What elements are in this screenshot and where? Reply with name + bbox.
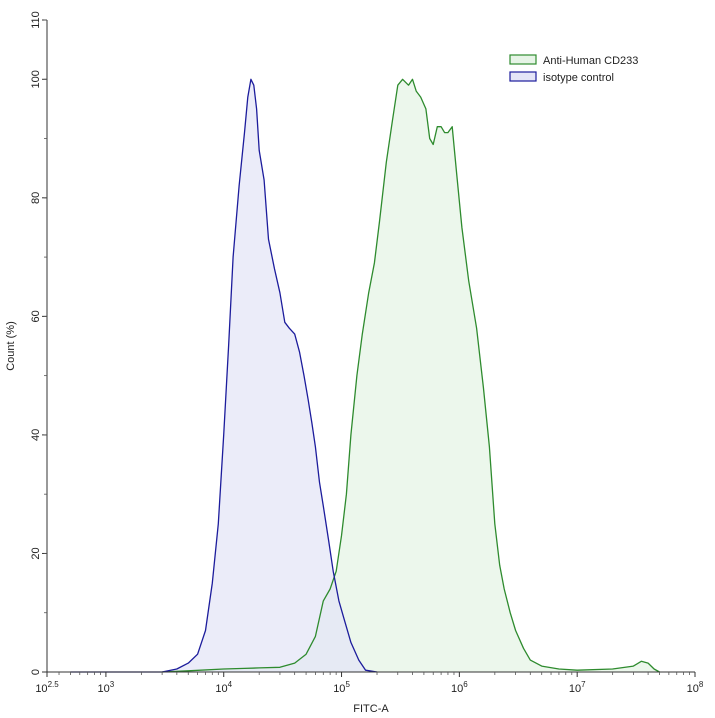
y-tick-label: 0 [30,669,42,675]
y-axis-title: Count (%) [5,321,17,371]
x-tick-label: 105 [333,680,350,695]
y-axis-ticks: 0 20 40 60 80 100 110 [30,11,47,675]
series-fill-1 [70,79,378,673]
y-tick-label: 110 [30,11,42,29]
series-fill-0 [162,79,660,673]
legend: Anti-Human CD233 isotype control [509,54,638,84]
x-axis-ticks: 102.5 103 104 105 106 107 108 [35,672,704,695]
x-tick-label: 107 [569,680,586,695]
legend-label-0: Anti-Human CD233 [543,55,638,67]
axes [46,20,695,673]
y-tick-label: 40 [30,429,42,441]
legend-swatch-0 [509,54,537,65]
y-tick-label: 80 [30,192,42,204]
legend-swatch-1 [509,71,537,82]
x-tick-label: 102.5 [35,680,59,695]
x-tick-label: 103 [98,680,115,695]
x-tick-label: 104 [215,680,232,695]
histogram-outlines [70,78,660,673]
legend-label-1: isotype control [543,72,614,84]
series-line-1 [70,78,378,673]
x-tick-label: 108 [687,680,704,695]
x-axis-title: FITC-A [353,703,389,715]
histogram-fills [70,79,660,673]
series-line-0 [162,78,660,673]
y-tick-label: 20 [30,547,42,559]
y-tick-label: 60 [30,310,42,322]
y-tick-label: 100 [30,70,42,88]
x-tick-label: 106 [451,680,468,695]
